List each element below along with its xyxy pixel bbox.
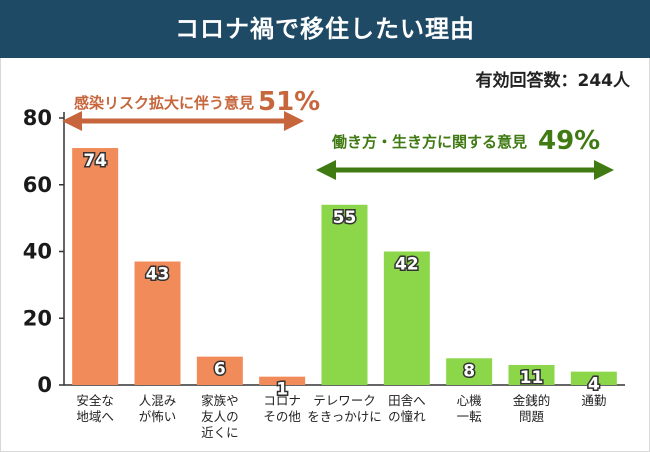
annotation-a-percent: 51% [258, 87, 320, 117]
bar-value-label: 8 [463, 361, 475, 381]
bar-value-label: 1 [276, 380, 288, 400]
y-tick-label: 20 [23, 306, 52, 330]
bar [134, 261, 181, 385]
title-bar: コロナ禍で移住したい理由 [0, 0, 650, 58]
annotation-b-text: 働き方・生き方に関する意見 [331, 133, 527, 151]
y-tick-label: 0 [37, 373, 52, 397]
bar-value-label: 43 [146, 265, 170, 285]
bar [321, 204, 368, 385]
category-label: 金銭的問題 [513, 393, 551, 424]
bar [259, 376, 306, 385]
category-label: 家族や友人の近くに [201, 393, 239, 440]
category-label: 人混みが怖い [139, 393, 177, 424]
chart-title: コロナ禍で移住したい理由 [175, 15, 475, 43]
category-label: コロナその他 [263, 393, 301, 424]
category-label: 通勤 [581, 393, 606, 408]
bar-value-label: 42 [395, 255, 419, 275]
y-tick-label: 60 [23, 173, 52, 197]
bar [72, 148, 119, 385]
category-label: 安全な地域へ [76, 393, 114, 424]
annotation-a-text: 感染リスク拡大に伴う意見 [74, 94, 254, 112]
bar-value-label: 55 [333, 208, 357, 228]
bar-value-label: 6 [214, 360, 226, 380]
bar [508, 364, 555, 385]
respondent-count: 有効回答数：244人 [475, 71, 631, 91]
category-label: 心機一転 [457, 393, 483, 424]
bar [570, 371, 617, 385]
bar [383, 251, 430, 385]
bar [196, 356, 243, 385]
bar-value-label: 74 [83, 151, 107, 171]
category-label: テレワークをきっかけに [307, 393, 382, 424]
y-tick-label: 40 [23, 240, 52, 264]
bar [446, 358, 493, 385]
annotation-b-percent: 49% [538, 126, 600, 156]
category-label: 田舎への憧れ [388, 393, 426, 424]
bar-value-label: 4 [588, 375, 600, 395]
y-tick-label: 80 [23, 106, 52, 130]
bar-value-label: 11 [520, 368, 544, 388]
